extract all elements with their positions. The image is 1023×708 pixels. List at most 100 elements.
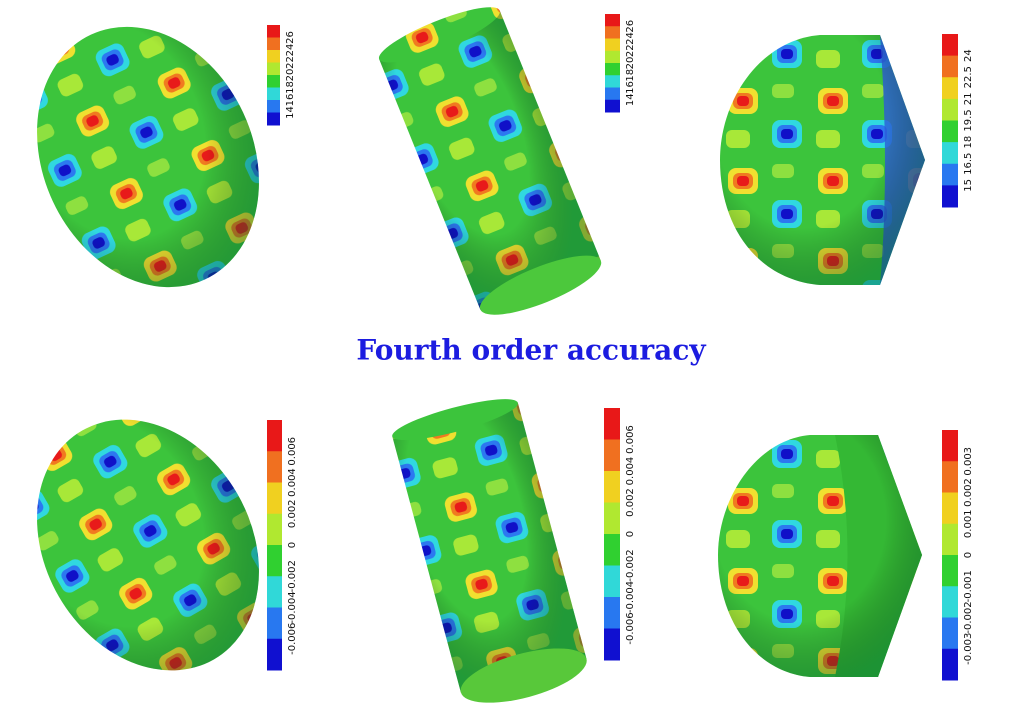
colorbar-label: 16.5 [963,153,974,175]
colorbar-segment [942,98,958,121]
colorbar-label: 24 [963,49,974,62]
colorbar-segment [942,77,958,100]
colorbar-label: -0.004 [625,581,636,613]
colorbar-label: 0.003 [963,447,974,476]
colorbar-segment [267,87,280,101]
colorbar-segment [605,75,620,88]
colorbar-segment [942,185,958,208]
colorbar-segment [267,25,280,38]
colorbar-label: -0.006 [625,612,636,644]
colorbar-segment [267,112,280,126]
colorbar-label: 16 [625,81,636,94]
colorbar: -0.003-0.002-0.001 0 0.001 0.002 0.003 [942,430,974,681]
colorbar-segment [605,14,620,27]
colorbar-segment [267,100,280,113]
colorbar-segment [942,55,958,78]
colorbar-segment [942,648,958,681]
colorbar-segment [267,75,280,88]
colorbar-label: 14 [285,106,296,119]
colorbar-segment [942,523,958,556]
colorbar-segment [605,50,620,64]
colorbar-segment [267,451,282,483]
colorbar-label: 14 [625,93,636,106]
ellipsoid-plot [37,26,259,288]
colorbar-label: 0 [625,531,636,537]
colorbar-label: 20 [285,69,296,82]
colorbar-segment [267,50,280,63]
colorbar-segment [604,502,620,535]
colorbar-label: 0.002 [963,478,974,507]
colorbar-label: 16 [285,94,296,107]
colorbar-label: 0.002 [287,499,298,528]
colorbar-label: 15 [963,179,974,192]
colorbar-segment [942,34,958,57]
colorbar-segment [942,142,958,165]
colorbar: -0.006-0.004-0.002 0 0.002 0.004 0.006 [267,420,298,671]
colorbar-label: 18 [285,81,296,94]
colorbar-label: -0.004 [287,591,298,623]
colorbar-segment [267,482,282,515]
colorbar-label: -0.001 [963,570,974,602]
colorbar-label: 26 [285,31,296,44]
colorbar-label: -0.002 [963,601,974,633]
colorbar-segment [942,120,958,143]
colorbar-segment [267,576,282,608]
colorbar-segment [267,62,280,76]
colorbar-segment [267,638,282,671]
colorbar-label: 19.5 [963,109,974,131]
colorbar-segment [267,607,282,640]
cylinder-plot [378,7,602,315]
figure-title: Fourth order accuracy [356,334,706,367]
colorbar-label: 22 [625,44,636,57]
colorbar-segment [604,628,620,661]
colorbar-segment [942,492,958,525]
colorbar-segment [604,597,620,629]
colorbar-segment [605,99,620,113]
colorbar-label: -0.002 [287,560,298,592]
colorbar-label: 20 [625,57,636,70]
colorbar-label: 0.006 [625,425,636,454]
sphere-cone-plot [720,35,925,285]
colorbar-segment [942,163,958,186]
ellipsoid-plot [37,419,259,671]
colorbar-label: 24 [285,44,296,57]
colorbar-label: 0.006 [287,437,298,466]
colorbar-label: -0.003 [963,633,974,665]
colorbar-label: 22 [285,56,296,69]
colorbar-segment [942,586,958,618]
colorbar-segment [605,38,620,52]
colorbar-segment [267,513,282,546]
colorbar-label: -0.002 [625,549,636,581]
colorbar-label: 18 [963,136,974,149]
colorbar-segment [605,26,620,39]
colorbar-label: 0.004 [287,468,298,497]
colorbar-segment [605,87,620,101]
colorbar-segment [942,555,958,587]
colorbar: -0.006-0.004-0.002 0 0.002 0.004 0.006 [604,408,636,661]
colorbar-segment [267,37,280,51]
colorbar-segment [604,408,620,440]
colorbar-label: 0.002 [625,488,636,517]
colorbar-label: 26 [625,20,636,33]
cylinder-plot [392,399,587,703]
colorbar-segment [604,534,620,566]
colorbar-segment [604,565,620,598]
colorbar-label: 21 [963,93,974,106]
colorbar-segment [604,471,620,503]
colorbar-segment [267,420,282,452]
colorbar-segment [604,439,620,472]
colorbar-label: 0.001 [963,509,974,538]
colorbar-segment [942,430,958,462]
colorbar-label: 18 [625,69,636,82]
colorbar-label: 0 [963,552,974,558]
sphere-cone-plot [718,435,922,677]
colorbar: 15 16.5 18 19.5 21 22.5 24 [942,34,974,208]
colorbar-segment [605,63,620,76]
colorbar-label: 22.5 [963,66,974,88]
colorbar-label: 0.004 [625,457,636,486]
colorbar-label: -0.006 [287,623,298,655]
